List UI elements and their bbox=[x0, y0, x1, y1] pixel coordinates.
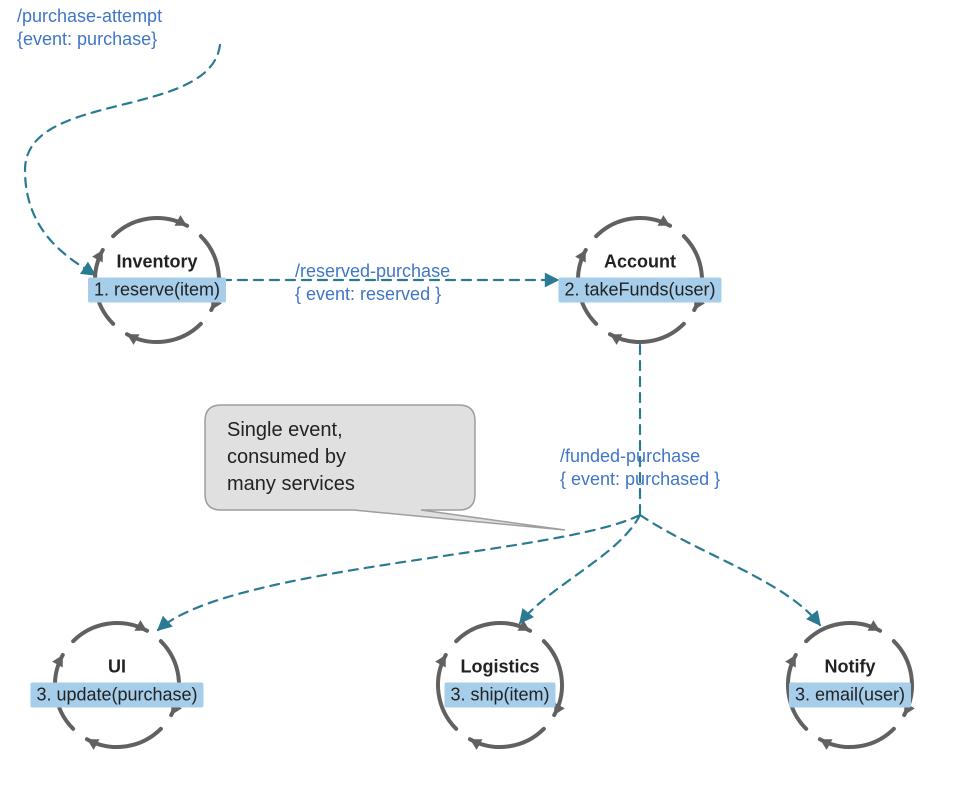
callout-line-2: consumed by bbox=[227, 446, 346, 468]
edge-start-to-inventory bbox=[25, 45, 220, 275]
node-title-ui: UI bbox=[108, 657, 126, 678]
node-title-notify: Notify bbox=[825, 657, 876, 678]
edge-label-line-1: /funded-purchase bbox=[560, 446, 700, 466]
edge-label-line-1: /reserved-purchase bbox=[295, 261, 450, 281]
edge-label-line-2: { event: purchased } bbox=[560, 469, 720, 489]
node-action-ui: 3. update(purchase) bbox=[30, 683, 203, 708]
node-title-account: Account bbox=[604, 252, 676, 273]
edge-label-inventory-to-account: /reserved-purchase { event: reserved } bbox=[295, 260, 450, 307]
node-action-notify: 3. email(user) bbox=[789, 683, 911, 708]
node-action-inventory: 1. reserve(item) bbox=[88, 278, 226, 303]
edge-label-line-2: {event: purchase} bbox=[17, 29, 157, 49]
edge-label-line-2: { event: reserved } bbox=[295, 284, 441, 304]
node-title-logistics: Logistics bbox=[460, 657, 539, 678]
node-action-logistics: 3. ship(item) bbox=[444, 683, 555, 708]
callout-line-1: Single event, bbox=[227, 419, 343, 441]
edge-label-line-1: /purchase-attempt bbox=[17, 6, 162, 26]
edge-fanout-to-logistics bbox=[520, 515, 640, 623]
edge-fanout-to-ui bbox=[158, 515, 640, 630]
edge-label-start-to-inventory: /purchase-attempt {event: purchase} bbox=[17, 5, 162, 52]
callout-line-3: many services bbox=[227, 473, 355, 495]
callout-text: Single event, consumed by many services bbox=[227, 417, 355, 498]
edge-label-account-down: /funded-purchase { event: purchased } bbox=[560, 445, 720, 492]
node-title-inventory: Inventory bbox=[116, 252, 197, 273]
node-action-account: 2. takeFunds(user) bbox=[558, 278, 721, 303]
edge-fanout-to-notify bbox=[640, 515, 820, 625]
diagram-stage: Single event, consumed by many services/pu… bbox=[0, 0, 974, 787]
